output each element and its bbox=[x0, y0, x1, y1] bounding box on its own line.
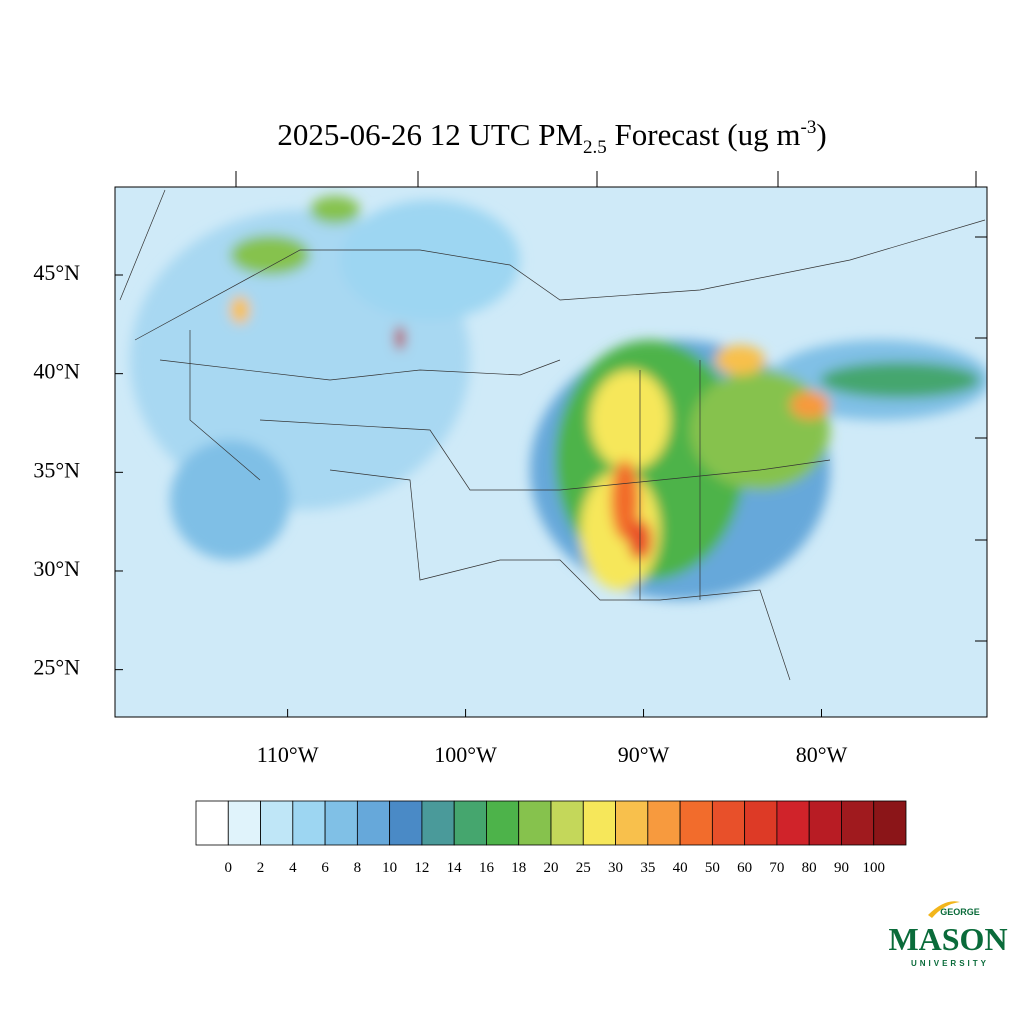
title-end: ) bbox=[816, 117, 826, 152]
colorbar-box bbox=[776, 800, 810, 846]
colorbar-label: 25 bbox=[576, 860, 591, 876]
colorbar-label: 30 bbox=[608, 860, 623, 876]
colorbar-label: 18 bbox=[511, 860, 526, 876]
lon-label: 110°W bbox=[257, 742, 319, 767]
colorbar-box bbox=[486, 800, 520, 846]
colorbar-label: 12 bbox=[414, 860, 429, 876]
colorbar-label: 50 bbox=[705, 860, 720, 876]
colorbar-box bbox=[518, 800, 552, 846]
title-rest: Forecast (ug m bbox=[607, 117, 801, 152]
colorbar-label: 2 bbox=[257, 860, 265, 876]
colorbar-label: 40 bbox=[673, 860, 688, 876]
colorbar-box bbox=[389, 800, 423, 846]
lat-label: 45°N bbox=[33, 260, 80, 285]
colorbar-box bbox=[324, 800, 358, 846]
title-main: 2025-06-26 12 UTC PM bbox=[277, 117, 583, 152]
colorbar-label: 20 bbox=[544, 860, 559, 876]
boundaries bbox=[119, 189, 986, 681]
title-sup: -3 bbox=[801, 117, 817, 138]
colorbar-box bbox=[647, 800, 681, 846]
colorbar-box bbox=[679, 800, 713, 846]
colorbar-label: 10 bbox=[382, 860, 397, 876]
colorbar-box bbox=[453, 800, 487, 846]
colorbar-box bbox=[744, 800, 778, 846]
colorbar-box bbox=[582, 800, 616, 846]
colorbar-label: 6 bbox=[321, 860, 329, 876]
colorbar-label: 0 bbox=[225, 860, 233, 876]
map-frame bbox=[114, 186, 988, 718]
title-sub: 2.5 bbox=[583, 137, 607, 158]
frame-ticks bbox=[235, 171, 987, 642]
colorbar-box bbox=[227, 800, 261, 846]
colorbar-label: 100 bbox=[862, 860, 885, 876]
colorbar-box bbox=[711, 800, 746, 846]
colorbar-box bbox=[356, 800, 391, 846]
colorbar-label: 4 bbox=[289, 860, 297, 876]
colorbar-label: 90 bbox=[834, 860, 849, 876]
colorbar-box bbox=[550, 800, 584, 846]
colorbar-label: 60 bbox=[737, 860, 752, 876]
lon-label: 80°W bbox=[796, 742, 848, 767]
colorbar-box bbox=[260, 800, 294, 846]
title: 2025-06-26 12 UTC PM2.5 Forecast (ug m-3… bbox=[277, 117, 826, 158]
colorbar-box bbox=[841, 800, 875, 846]
lat-label: 25°N bbox=[33, 655, 80, 680]
logo-top: GEORGE bbox=[940, 907, 980, 917]
map-field bbox=[115, 187, 987, 717]
lon-label: 100°W bbox=[434, 742, 497, 767]
colorbar-box bbox=[195, 800, 229, 846]
colorbar-box bbox=[808, 800, 842, 846]
colorbar-label: 70 bbox=[769, 860, 784, 876]
colorbar-box bbox=[292, 800, 326, 846]
colorbar-box bbox=[421, 800, 455, 846]
colorbar-label: 35 bbox=[640, 860, 655, 876]
lat-label: 35°N bbox=[33, 457, 80, 482]
lat-label: 40°N bbox=[33, 359, 80, 384]
lat-label: 30°N bbox=[33, 556, 80, 581]
colorbar-label: 8 bbox=[354, 860, 362, 876]
colorbar-label: 16 bbox=[479, 860, 495, 876]
colorbar-box bbox=[873, 800, 907, 846]
logo-name: MASON bbox=[888, 921, 1007, 957]
logo: GEORGE MASON UNIVERSITY bbox=[888, 901, 1008, 968]
lon-label: 90°W bbox=[618, 742, 670, 767]
colorbar-box bbox=[615, 800, 649, 846]
colorbar-label: 14 bbox=[447, 860, 463, 876]
colorbar-label: 80 bbox=[802, 860, 817, 876]
logo-bottom: UNIVERSITY bbox=[911, 959, 989, 968]
